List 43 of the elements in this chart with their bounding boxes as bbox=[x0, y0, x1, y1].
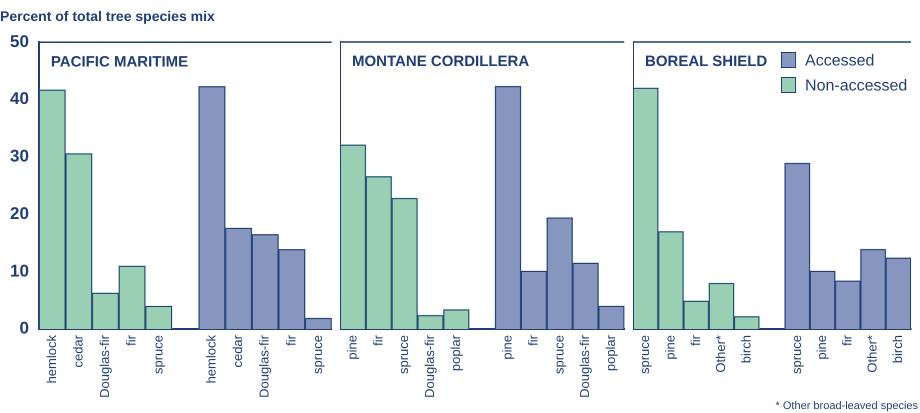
x-tick-label: spruce bbox=[310, 335, 325, 374]
x-tick-label: fir bbox=[839, 334, 854, 346]
x-tick-label: poplar bbox=[602, 334, 618, 372]
y-tick-label: 10 bbox=[10, 261, 29, 280]
x-tick-label: hemlock bbox=[204, 334, 219, 384]
y-tick-label: 20 bbox=[10, 204, 29, 223]
text: PACIFIC MARITIME bbox=[50, 53, 188, 70]
x-tick-label: pine bbox=[814, 335, 830, 360]
x-tick-label: cedar bbox=[70, 334, 86, 368]
x-tick-label: fir bbox=[370, 334, 386, 346]
x-tick-label: fir bbox=[688, 334, 703, 346]
x-tick-label: spruce bbox=[788, 335, 804, 374]
x-tick-label: Douglas-fir bbox=[256, 334, 272, 398]
y-tick-label: 50 bbox=[10, 32, 29, 51]
x-tick-label: pine bbox=[500, 335, 515, 360]
legend-label: Accessed bbox=[805, 52, 874, 70]
text: MONTANE CORDILLERA bbox=[352, 53, 530, 70]
x-tick-label: fir bbox=[124, 334, 139, 346]
x-tick-label: hemlock bbox=[44, 334, 59, 384]
x-tick-label: cedar bbox=[230, 334, 246, 368]
y-tick-label: 0 bbox=[19, 318, 29, 338]
y-tick-label: 40 bbox=[10, 89, 29, 108]
x-tick-label: birch bbox=[738, 335, 754, 364]
x-tick-label: spruce bbox=[637, 335, 652, 374]
x-tick-label: spruce bbox=[396, 335, 412, 374]
text: * Other broad-leaved species bbox=[776, 400, 918, 412]
x-tick-label: fir bbox=[525, 334, 540, 346]
x-tick-label: birch bbox=[890, 335, 905, 364]
x-tick-label: pine bbox=[662, 335, 678, 360]
legend-label: Non-accessed bbox=[805, 77, 908, 94]
x-tick-label: poplar bbox=[448, 334, 463, 372]
x-tick-label: Douglas-fir bbox=[577, 334, 592, 398]
text: BOREAL SHIELD bbox=[645, 53, 768, 70]
x-tick-label: Other* bbox=[864, 335, 880, 373]
x-tick-label: spruce bbox=[150, 335, 166, 374]
x-tick-label: Douglas-fir bbox=[97, 334, 112, 398]
y-tick-label: 30 bbox=[10, 146, 29, 166]
y-axis-title: Percent of total tree species mix bbox=[0, 8, 215, 24]
x-tick-label: pine bbox=[344, 335, 360, 360]
x-tick-label: fir bbox=[283, 334, 298, 346]
x-tick-label: Douglas-fir bbox=[422, 334, 438, 398]
x-tick-label: spruce bbox=[551, 335, 566, 374]
x-tick-label: Other* bbox=[713, 335, 728, 373]
